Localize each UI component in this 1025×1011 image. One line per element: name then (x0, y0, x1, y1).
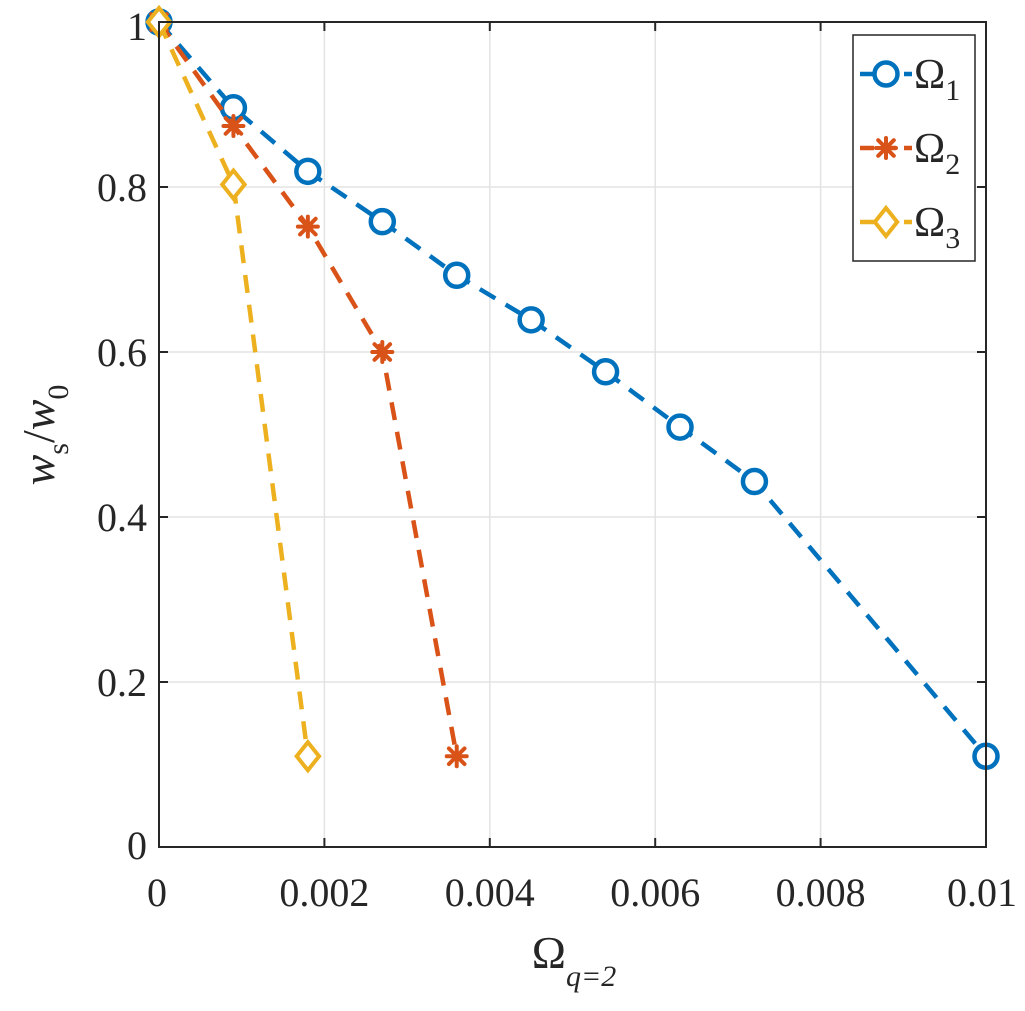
y-axis-label-slash: / (13, 430, 64, 443)
legend-label-sub: 1 (945, 74, 960, 107)
legend-entry-2: Ω2 (860, 126, 960, 181)
series-2 (147, 10, 469, 769)
legend-label-sub: 3 (945, 222, 960, 255)
series-2-point (370, 340, 395, 364)
series-1-point (666, 413, 694, 441)
legend-entry-1: Ω1 (860, 52, 960, 107)
y-axis-label-w2-sub: 0 (42, 385, 75, 400)
y-tick-label: 0.4 (97, 495, 147, 540)
y-tick-label: 0 (127, 823, 147, 868)
y-axis-label: ws/w0 (13, 385, 75, 486)
series-3-point (219, 167, 248, 202)
x-tick-label: 0 (147, 870, 167, 915)
plot-frame (158, 21, 987, 848)
series-2-point (444, 744, 469, 769)
legend-label-3: Ω3 (914, 200, 960, 255)
y-tick-label: 0.8 (97, 165, 147, 210)
series-1-line (157, 20, 988, 758)
y-tick-label: 0.6 (97, 330, 147, 375)
legend-label-2: Ω2 (914, 126, 960, 181)
series-1-point (442, 261, 471, 290)
x-tick-label: 0.006 (610, 870, 700, 915)
axis-ticks (158, 21, 987, 848)
series-1-point (517, 306, 545, 334)
legend-marker-2 (874, 136, 898, 160)
x-tick-label: 0.004 (445, 870, 535, 915)
legend-label-main: Ω (914, 200, 945, 246)
x-tick-label: 0.01 (947, 870, 1017, 915)
series-1-point (368, 207, 397, 236)
series-2-point (221, 113, 246, 138)
x-axis-label: Ωq=2 (532, 927, 616, 993)
series-2-point (295, 214, 320, 239)
legend-marker-1 (872, 60, 900, 88)
tick-labels: 0 0.002 0.004 0.006 0.008 0.01 0 0.2 0.4 0.6 0.8 1 (97, 4, 1017, 915)
y-axis-label-w1: w (13, 454, 64, 485)
legend-label-sub: 2 (945, 148, 960, 181)
legend-entry-3: Ω3 (860, 200, 960, 255)
series-1-point (591, 358, 620, 386)
legend-label-1: Ω1 (914, 52, 960, 107)
y-tick-label: 1 (127, 4, 147, 49)
series-2-line (157, 20, 459, 757)
y-tick-label: 0.2 (97, 660, 147, 705)
y-axis-label-w1-sub: s (42, 443, 75, 455)
legend-marker-3 (872, 204, 900, 240)
y-axis-label-w2: w (13, 399, 64, 430)
legend-label-main: Ω (914, 52, 945, 98)
x-tick-label: 0.002 (279, 870, 369, 915)
series-1-point (740, 467, 769, 496)
x-axis-label-sub: q=2 (566, 960, 616, 993)
x-tick-label: 0.008 (776, 870, 866, 915)
series-1-point (294, 157, 322, 186)
x-axis-label-main: Ω (532, 927, 566, 978)
series-3-point (294, 739, 322, 774)
legend-label-main: Ω (914, 126, 945, 172)
